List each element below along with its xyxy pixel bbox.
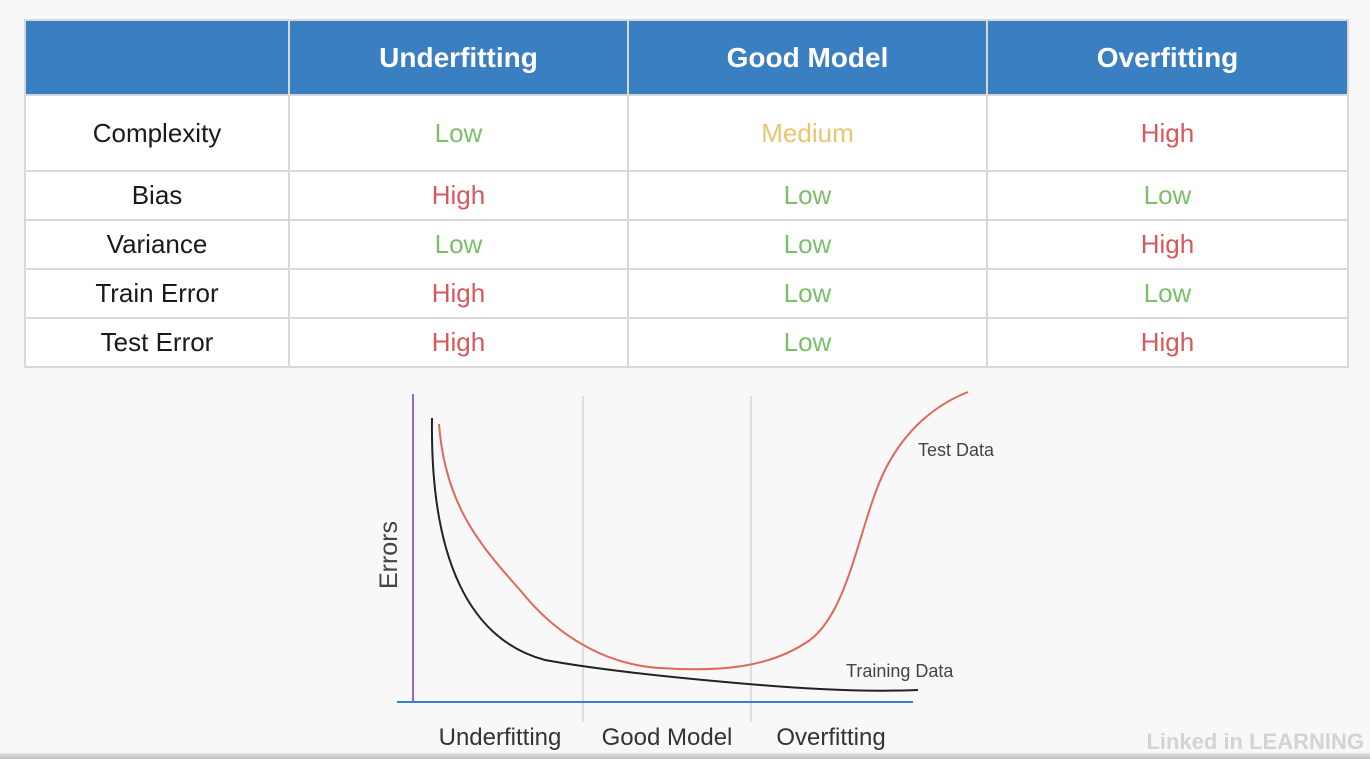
table-cell: Low	[288, 94, 629, 172]
table-cell: High	[288, 317, 629, 368]
header-corner	[24, 19, 290, 96]
table-cell: High	[986, 317, 1349, 368]
table-cell: Medium	[627, 94, 988, 172]
linkedin-learning-logo: Linked in LEARNING	[1146, 729, 1364, 754]
table-cell: Low	[627, 317, 988, 368]
test-data-label: Test Data	[918, 440, 995, 460]
table-row: Train Error High Low Low	[24, 268, 1349, 319]
bottom-bar	[0, 753, 1370, 759]
comparison-table: Underfitting Good Model Overfitting Comp…	[24, 19, 1349, 368]
row-label: Test Error	[24, 317, 290, 368]
y-axis-label: Errors	[375, 521, 403, 589]
table-row: Complexity Low Medium High	[24, 94, 1349, 172]
table-cell: High	[288, 268, 629, 319]
table-cell: High	[288, 170, 629, 221]
header-overfitting: Overfitting	[986, 19, 1349, 96]
test-data-curve	[438, 391, 969, 671]
row-label: Bias	[24, 170, 290, 221]
training-data-curve	[430, 417, 919, 692]
table-cell: Low	[627, 170, 988, 221]
header-underfitting: Underfitting	[288, 19, 629, 96]
table-row: Variance Low Low High	[24, 219, 1349, 270]
comparison-table-container: Underfitting Good Model Overfitting Comp…	[24, 19, 1349, 368]
table-cell: High	[986, 219, 1349, 270]
table-cell: Low	[986, 170, 1349, 221]
region-label-overfitting: Overfitting	[776, 724, 885, 751]
table-row: Test Error High Low High	[24, 317, 1349, 368]
training-data-label: Training Data	[846, 661, 954, 681]
table-cell: Low	[627, 219, 988, 270]
row-label: Train Error	[24, 268, 290, 319]
table-cell: High	[986, 94, 1349, 172]
region-label-underfitting: Underfitting	[439, 724, 562, 751]
table-row: Bias High Low Low	[24, 170, 1349, 221]
row-label: Variance	[24, 219, 290, 270]
table-header-row: Underfitting Good Model Overfitting	[24, 19, 1349, 96]
table-cell: Low	[288, 219, 629, 270]
table-cell: Low	[986, 268, 1349, 319]
region-label-good-model: Good Model	[602, 724, 733, 751]
row-label: Complexity	[24, 94, 290, 172]
header-good-model: Good Model	[627, 19, 988, 96]
table-cell: Low	[627, 268, 988, 319]
